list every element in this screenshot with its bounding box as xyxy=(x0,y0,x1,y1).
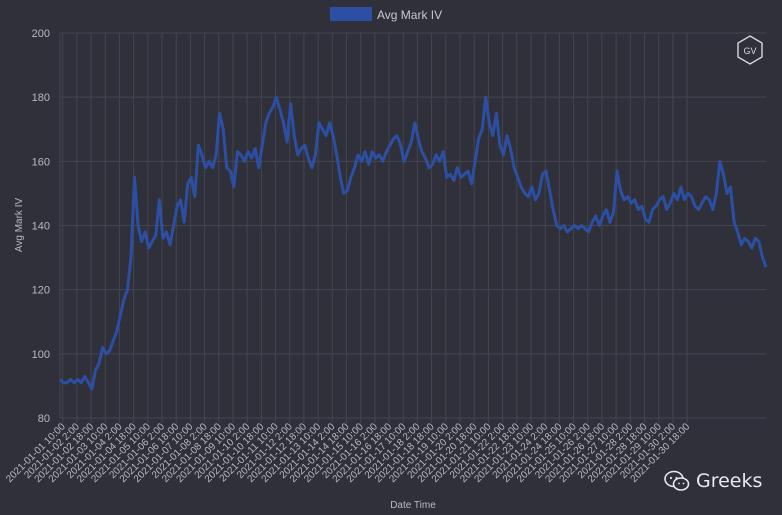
legend-label: Avg Mark IV xyxy=(377,8,442,22)
y-axis-label: Avg Mark IV xyxy=(14,198,25,253)
y-tick-label: 160 xyxy=(32,156,50,168)
y-tick-label: 200 xyxy=(32,28,50,40)
series-line-avg-mark-iv xyxy=(58,95,768,391)
y-tick-label: 120 xyxy=(32,285,50,297)
wechat-icon xyxy=(664,470,690,491)
y-tick-label: 100 xyxy=(32,349,50,361)
x-axis-label: Date Time xyxy=(390,500,436,511)
y-axis-ticks: 80 100 120 140 160 180 200 xyxy=(32,28,50,425)
gridlines xyxy=(59,32,766,423)
y-tick-label: 140 xyxy=(32,221,50,233)
watermark: Greeks xyxy=(664,470,762,492)
gv-logo-icon: GV xyxy=(737,35,763,65)
legend[interactable]: Avg Mark IV xyxy=(330,7,442,22)
gv-logo-text: GV xyxy=(743,46,756,56)
y-tick-label: 80 xyxy=(38,413,50,425)
y-tick-label: 180 xyxy=(32,92,50,104)
legend-swatch xyxy=(330,7,372,21)
watermark-text: Greeks xyxy=(696,470,763,492)
